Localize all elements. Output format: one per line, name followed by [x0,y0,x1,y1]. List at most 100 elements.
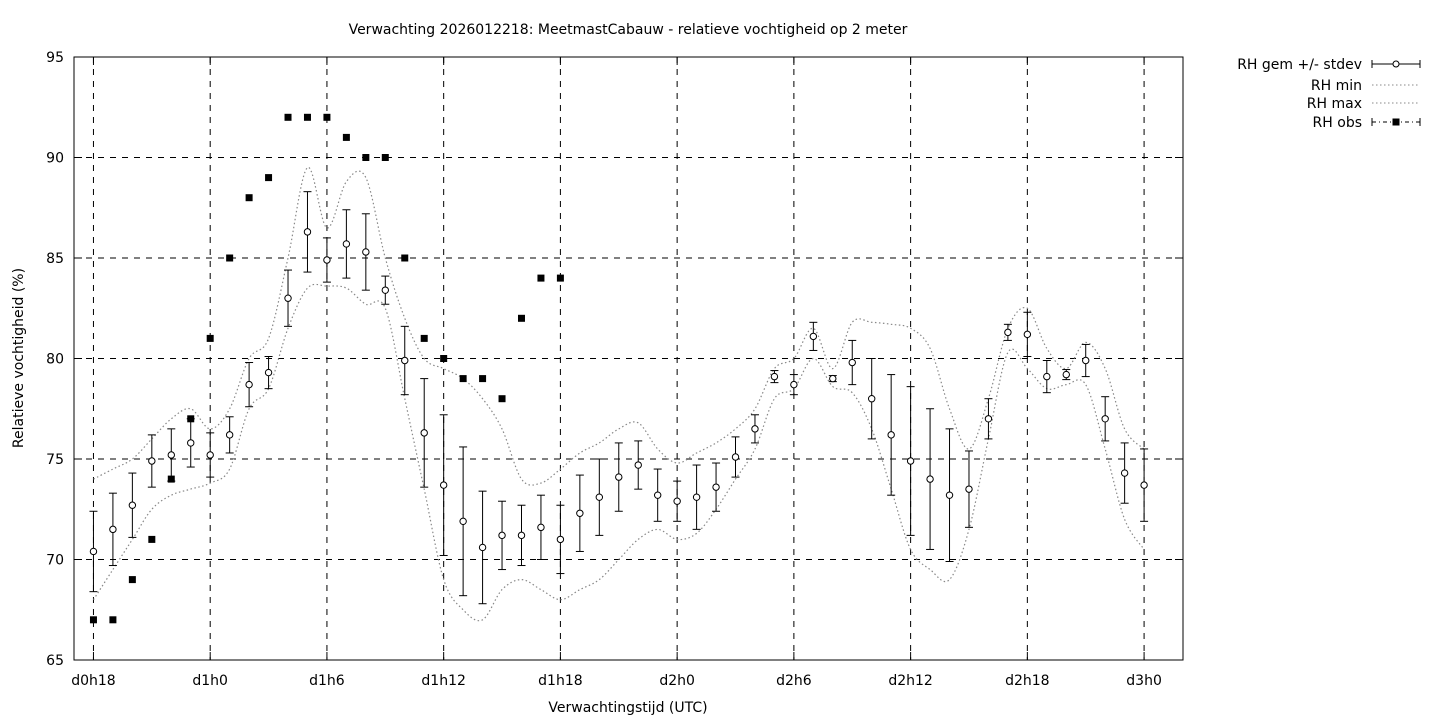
mean-marker [829,374,837,383]
mean-marker [128,501,137,509]
mean-marker [323,256,331,264]
rh-mean-point [284,269,293,327]
mean-marker [965,485,973,493]
x-tick-label: d1h6 [309,673,345,689]
mean-marker [420,429,428,437]
rh-mean-point [692,464,701,530]
mean-marker [225,431,234,439]
mean-marker [1101,415,1109,423]
mean-marker [634,461,642,469]
rh-mean-point [1003,323,1012,341]
rh-mean-point [945,428,954,563]
rh-mean-point [789,374,798,396]
rh-mean-point [206,432,215,478]
rh-mean-point [653,468,662,522]
mean-marker [381,286,389,294]
x-tick-label: d1h0 [192,673,228,689]
rh-mean-point [673,480,682,522]
rh-mean-point [245,362,254,408]
mean-marker [751,425,759,433]
rh-mean-point [381,275,390,305]
plot-frame [73,56,1184,661]
mean-marker [673,497,681,505]
mean-marker [537,523,545,532]
mean-marker [887,431,895,439]
mean-marker [576,509,584,517]
mean-marker [264,368,273,377]
mean-marker [945,491,954,499]
rh-mean-point [712,462,721,512]
mean-marker [790,380,798,389]
rh-mean-point [634,440,643,490]
rh-obs-point [362,154,370,161]
x-tick-label: d1h12 [421,673,465,689]
y-tick-label: 85 [46,251,64,267]
mean-marker [692,493,701,501]
mean-marker [1120,469,1129,477]
mean-marker [401,356,409,365]
rh-mean-point [750,414,759,444]
y-tick-label: 65 [46,653,64,669]
mean-marker [459,517,467,526]
x-tick-label: d1h18 [538,673,582,689]
mean-marker [245,380,253,389]
y-tick-label: 75 [46,452,64,468]
chart-title: Verwachting 2026012218: MeetmastCabauw -… [349,22,908,38]
rh-mean-point [342,209,351,279]
legend-swatch-marker [1392,60,1400,68]
legend-label: RH gem +/- stdev [1237,57,1362,73]
rh-mean-point [614,442,623,512]
rh-mean-point [828,374,837,383]
mean-marker [731,453,740,461]
mean-marker [342,240,351,248]
rh-obs-point [265,174,273,182]
rh-obs-point [303,113,311,121]
mean-marker [498,531,506,540]
rh-obs-point [323,113,331,121]
rh-mean-point [595,458,604,536]
rh-obs-point [89,616,97,624]
rh-mean-point [1023,311,1032,357]
mean-marker [653,491,662,499]
rh-mean-point [1101,396,1110,442]
mean-marker [109,525,117,534]
rh-mean-point [906,386,915,536]
rh-obs-point [537,274,545,282]
mean-marker [984,415,993,423]
x-tick-label: d0h18 [71,673,115,689]
mean-marker [556,535,565,544]
mean-marker [1082,356,1090,365]
y-axis-ticks: 65 70 75 80 85 90 95 [46,50,1183,669]
rh-obs-point [342,133,350,141]
mean-marker [809,332,818,341]
x-tick-label: d2h12 [888,673,932,689]
mean-marker [1062,370,1070,379]
rh-mean-point [186,418,195,468]
rh-mean-point [264,355,273,390]
mean-marker [906,457,915,465]
rh-mean-point [1081,343,1090,378]
rh-mean-point [478,490,487,605]
mean-marker [362,248,370,256]
grid [74,57,1183,660]
rh-mean-point [731,436,740,478]
x-tick-label: d3h0 [1126,673,1162,689]
y-tick-label: 80 [46,352,64,368]
rh-mean-point [809,321,818,351]
rh-obs-point [284,113,292,121]
mean-marker [595,493,604,501]
mean-marker [303,228,312,236]
mean-marker [926,475,934,483]
rh-mean-point [770,370,779,384]
rh-mean-point [89,510,98,593]
rh-max-line [93,166,1145,486]
mean-marker [517,531,526,540]
rh-mean-point [361,213,370,291]
rh-obs-point [459,375,467,383]
mean-marker [615,473,623,481]
legend-swatch-obs-marker [1392,118,1400,126]
mean-marker [148,457,156,465]
rh-mean-point [459,446,468,597]
series-layer [89,113,1149,624]
